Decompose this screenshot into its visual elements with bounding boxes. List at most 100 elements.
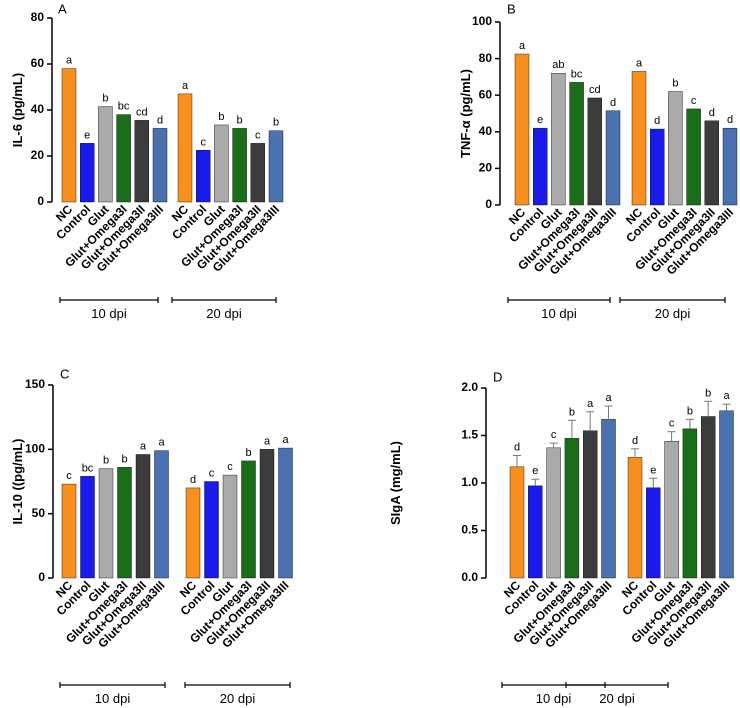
significance-letter: d [654, 115, 660, 127]
significance-letter: b [121, 453, 127, 465]
y-tick-label: 60 [31, 56, 45, 70]
bar [668, 91, 683, 206]
bar [583, 430, 598, 579]
y-tick-label: 50 [32, 506, 46, 520]
y-tick-label: 20 [31, 148, 45, 162]
bar [605, 110, 621, 206]
significance-letter: d [157, 114, 163, 126]
significance-letter: bc [82, 462, 94, 474]
significance-letter: b [218, 111, 224, 123]
significance-letter: c [255, 129, 261, 141]
significance-letter: b [273, 117, 279, 129]
significance-letter: b [102, 93, 108, 105]
bar [98, 106, 113, 203]
significance-letter: a [519, 40, 526, 52]
bar [204, 481, 219, 579]
significance-letter: b [237, 114, 243, 126]
group-label: 10 dpi [95, 691, 131, 706]
bar [601, 419, 616, 579]
bar [509, 466, 525, 579]
bar [704, 120, 719, 206]
panel-label: D [493, 369, 502, 384]
significance-letter: c [200, 136, 206, 148]
significance-letter: d [727, 114, 733, 126]
y-tick-label: 80 [479, 51, 493, 65]
significance-letter: ab [552, 59, 564, 71]
bar [232, 128, 247, 203]
bar [664, 441, 679, 579]
significance-letter: b [687, 405, 693, 417]
y-tick-label: 40 [479, 124, 493, 138]
significance-letter: e [650, 464, 656, 476]
y-tick-label: 0 [38, 570, 45, 584]
y-tick-label: 60 [479, 87, 493, 101]
significance-letter: b [245, 447, 251, 459]
significance-letter: e [532, 465, 538, 477]
bar [546, 447, 561, 579]
significance-letter: bc [571, 68, 583, 80]
y-tick-label: 0.5 [461, 523, 478, 537]
y-axis-title: IL-10 ((pg/mL) [10, 439, 25, 525]
y-axis-title: SIgA (mg/mL) [388, 441, 403, 525]
bar [98, 468, 114, 579]
bar [154, 450, 169, 579]
significance-letter: b [103, 455, 109, 467]
bar [152, 128, 168, 203]
bar [682, 428, 698, 579]
significance-letter: e [537, 114, 543, 126]
group-label: 20 dpi [655, 306, 691, 321]
y-tick-label: 20 [479, 161, 493, 175]
y-tick-label: 2.0 [461, 380, 478, 394]
significance-letter: cd [136, 106, 148, 118]
group-label: 10 dpi [541, 306, 577, 321]
significance-letter: c [209, 468, 215, 480]
bar [627, 457, 643, 579]
y-tick-label: 100 [472, 14, 492, 28]
bar [564, 438, 580, 579]
bar [719, 410, 734, 579]
significance-letter: c [691, 95, 697, 107]
significance-letter: a [182, 80, 189, 92]
panel-label: A [58, 1, 67, 16]
bar [514, 53, 530, 206]
bar [214, 124, 229, 203]
bar [80, 476, 95, 579]
y-axis-title: TNF-α (pg/mL) [458, 69, 473, 158]
significance-letter: b [672, 78, 678, 90]
bar [250, 143, 266, 203]
panel-label: B [507, 1, 516, 16]
bar [533, 127, 548, 206]
y-tick-label: 1.0 [461, 475, 478, 489]
significance-letter: cd [589, 84, 601, 96]
significance-letter: c [66, 470, 72, 482]
bar [268, 130, 284, 203]
y-tick-label: 0 [37, 194, 44, 208]
group-label: 20 dpi [206, 306, 242, 321]
bar [241, 460, 256, 579]
bar [631, 71, 647, 206]
bar [116, 114, 131, 203]
bar [185, 487, 201, 579]
group-label: 10 dpi [536, 691, 572, 706]
bar [569, 82, 584, 206]
significance-letter: d [632, 435, 638, 447]
y-tick-label: 0 [485, 197, 492, 211]
significance-letter: c [669, 418, 675, 430]
significance-letter: bc [118, 101, 130, 113]
bar [79, 143, 95, 203]
bar [61, 68, 77, 203]
bar [587, 97, 602, 206]
group-label: 20 dpi [599, 691, 635, 706]
bar [61, 483, 77, 579]
bar [177, 93, 193, 203]
significance-letter: c [227, 461, 233, 473]
significance-letter: a [587, 398, 594, 410]
y-tick-label: 100 [25, 442, 45, 456]
significance-letter: b [705, 387, 711, 399]
significance-letter: c [551, 429, 557, 441]
significance-letter: d [610, 97, 616, 109]
bar [722, 127, 738, 206]
